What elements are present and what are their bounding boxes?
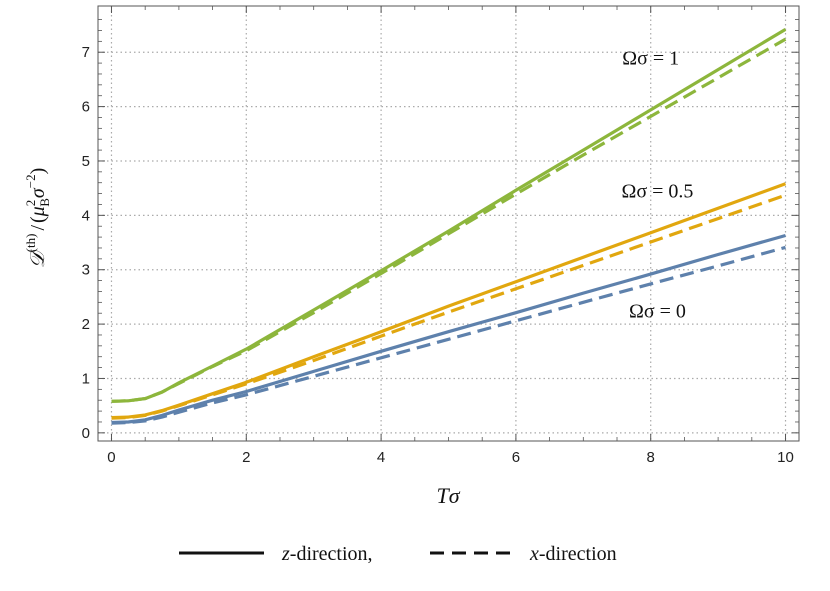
y-tick-label: 4 [82, 207, 90, 224]
series-annotation: Ωσ = 0.5 [621, 180, 693, 202]
legend-item-z: z-direction, [281, 543, 373, 565]
plot-frame [97, 5, 800, 442]
series-line-2 [111, 182, 787, 420]
legend-item-x: x-direction [529, 543, 617, 565]
series-lines [111, 28, 787, 425]
svg-text:𝒟(th)/(μ2Bσ−2): 𝒟(th)/(μ2Bσ−2) [23, 168, 52, 269]
x-tick-label: 2 [242, 449, 250, 466]
series-annotation: Ωσ = 0 [629, 301, 686, 323]
y-tick-label: 6 [82, 99, 90, 116]
y-tick-label: 1 [82, 370, 90, 387]
x-tick-label: 8 [647, 449, 655, 466]
y-tick-label: 2 [82, 316, 90, 333]
series-line-4 [111, 28, 787, 403]
annotations: Ωσ = 1 Ωσ = 0.5 Ωσ = 0 [621, 48, 693, 323]
axis-ticks: 0 2 4 6 8 10 0 1 2 3 4 5 6 7 [82, 6, 799, 466]
x-tick-label: 0 [107, 449, 115, 466]
y-tick-label: 0 [82, 425, 90, 442]
series-line-1 [111, 245, 786, 425]
x-tick-label: 4 [377, 449, 385, 466]
series-line-0 [111, 233, 786, 425]
grid [98, 6, 799, 441]
x-axis-label: Tσ [436, 483, 460, 508]
y-tick-label: 7 [82, 44, 90, 61]
x-tick-label: 6 [512, 449, 520, 466]
series-line-5 [111, 37, 787, 403]
y-axis-label: 𝒟(th)/(μ2Bσ−2) [23, 168, 52, 269]
x-tick-label: 10 [777, 449, 794, 466]
y-tick-label: 3 [82, 262, 90, 279]
y-tick-label: 5 [82, 153, 90, 170]
legend: z-direction, x-direction [179, 543, 617, 565]
series-annotation: Ωσ = 1 [622, 48, 679, 70]
series-line-3 [111, 193, 787, 420]
